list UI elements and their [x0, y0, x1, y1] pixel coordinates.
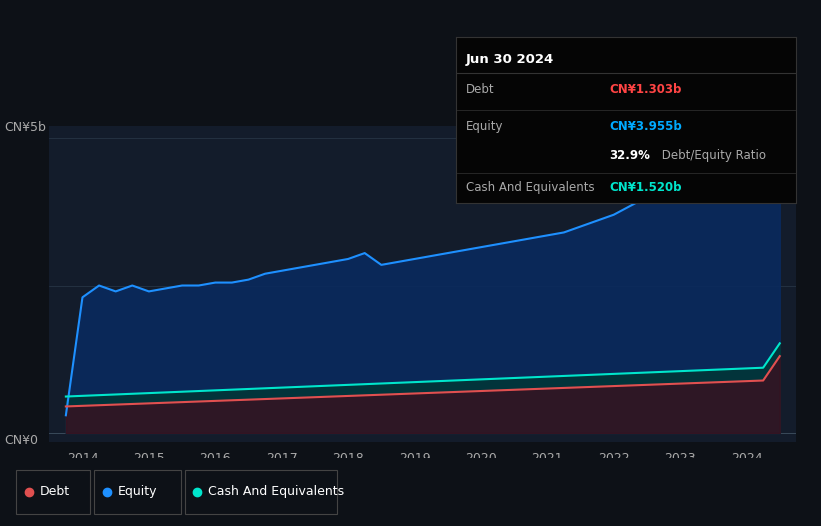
Text: 32.9%: 32.9%: [609, 149, 650, 163]
Bar: [16, 470, 90, 514]
Text: CN¥0: CN¥0: [4, 434, 38, 447]
Text: Equity: Equity: [466, 120, 503, 133]
Text: CN¥1.520b: CN¥1.520b: [609, 181, 681, 194]
Text: Cash And Equivalents: Cash And Equivalents: [466, 181, 594, 194]
Text: Cash And Equivalents: Cash And Equivalents: [208, 485, 344, 498]
Text: Debt/Equity Ratio: Debt/Equity Ratio: [658, 149, 766, 163]
Text: Debt: Debt: [466, 83, 494, 96]
Text: Equity: Equity: [117, 485, 157, 498]
Text: CN¥3.955b: CN¥3.955b: [609, 120, 681, 133]
Text: CN¥5b: CN¥5b: [4, 121, 46, 134]
Text: Debt: Debt: [39, 485, 70, 498]
Text: CN¥1.303b: CN¥1.303b: [609, 83, 681, 96]
Text: Jun 30 2024: Jun 30 2024: [466, 54, 554, 66]
